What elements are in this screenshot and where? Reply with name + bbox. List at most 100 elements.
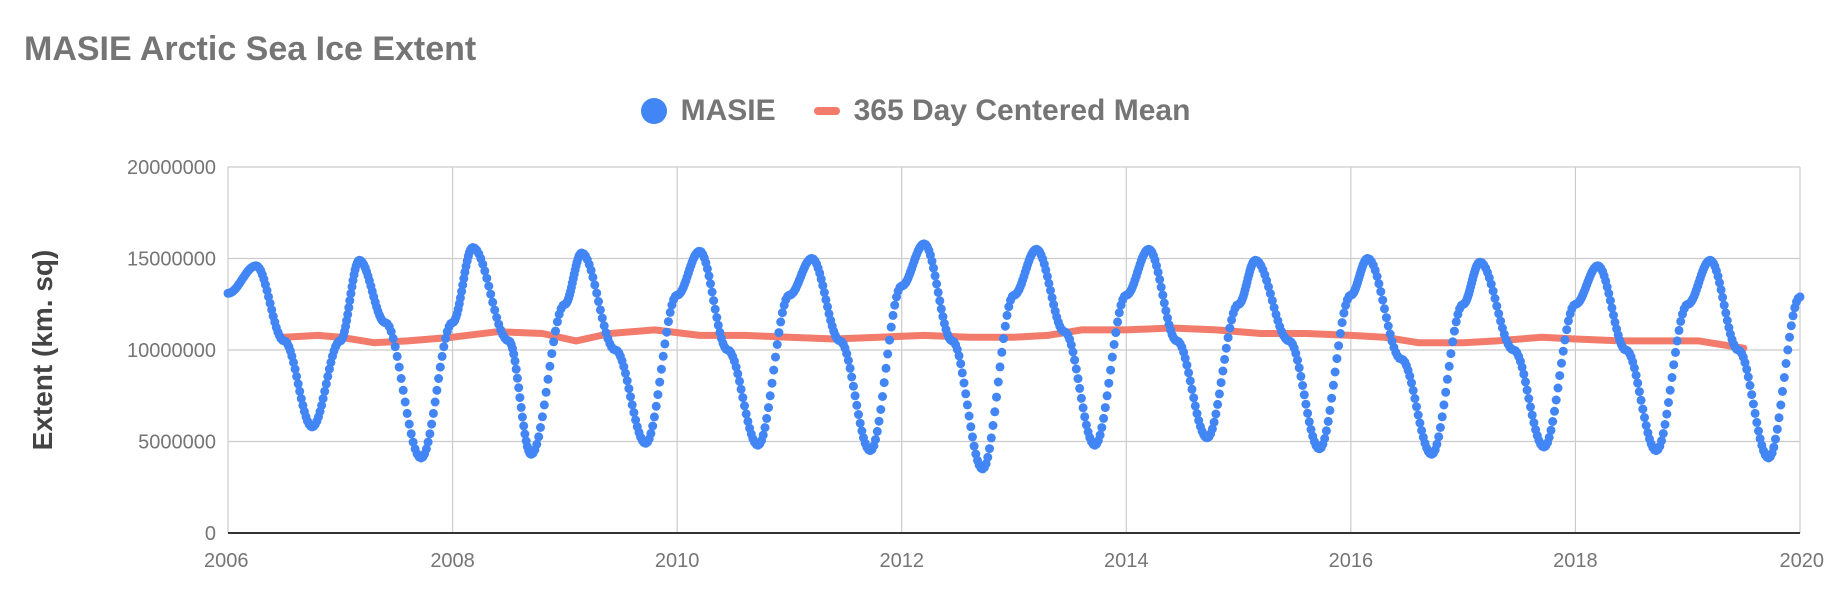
masie-point xyxy=(758,430,768,440)
masie-point xyxy=(655,377,665,387)
masie-point xyxy=(1521,377,1530,387)
masie-point xyxy=(394,362,404,372)
masie-point xyxy=(772,340,782,349)
masie-point xyxy=(1607,303,1617,313)
masie-point xyxy=(1494,309,1504,319)
masie-point xyxy=(760,423,770,433)
masie-point xyxy=(1156,282,1166,292)
masie-point xyxy=(992,392,1001,402)
masie-point xyxy=(627,400,637,410)
masie-point xyxy=(1604,289,1614,298)
masie-point xyxy=(930,271,940,281)
masie-point xyxy=(1563,316,1573,326)
masie-point xyxy=(1671,347,1680,357)
masie-point xyxy=(1376,287,1386,297)
masie-point xyxy=(421,444,431,454)
legend-label-masie: MASIE xyxy=(680,94,776,127)
masie-point xyxy=(968,432,977,442)
masie-point xyxy=(1321,426,1331,436)
masie-point xyxy=(741,409,751,419)
masie-point xyxy=(404,419,414,429)
masie-point xyxy=(1042,271,1052,281)
masie-point xyxy=(885,335,894,345)
masie-point xyxy=(712,313,722,322)
masie-point xyxy=(1328,380,1338,390)
masie-point xyxy=(1633,378,1643,388)
masie-point xyxy=(663,317,673,327)
masie-point xyxy=(1786,321,1796,331)
masie-point xyxy=(1640,413,1649,422)
masie-point xyxy=(855,418,865,428)
masie-point xyxy=(927,256,937,266)
masie-point xyxy=(767,378,777,388)
masie-point xyxy=(1560,335,1570,345)
legend-item-mean[interactable]: 365 Day Centered Mean xyxy=(813,94,1190,128)
masie-point xyxy=(1095,430,1105,440)
masie-point xyxy=(441,333,451,343)
masie-point xyxy=(874,416,884,426)
masie-point xyxy=(890,300,900,310)
masie-point xyxy=(733,369,743,379)
masie-point xyxy=(842,349,852,359)
masie-point xyxy=(1293,355,1302,365)
masie-point xyxy=(961,389,971,399)
masie-point xyxy=(423,437,433,447)
masie-point xyxy=(1743,372,1753,382)
masie-point xyxy=(957,368,967,378)
masie-point xyxy=(402,408,412,418)
masie-point xyxy=(343,309,353,319)
masie-point xyxy=(1657,436,1666,446)
legend-item-masie[interactable]: MASIE xyxy=(640,94,776,128)
masie-point xyxy=(1153,267,1163,277)
legend: MASIE 365 Day Centered Mean xyxy=(0,94,1831,128)
masie-point xyxy=(516,402,526,412)
masie-point xyxy=(439,342,449,352)
masie-point xyxy=(1190,401,1200,411)
masie-point xyxy=(437,351,447,361)
masie-point xyxy=(1553,383,1563,393)
masie-point xyxy=(983,452,993,462)
masie-point xyxy=(1490,294,1500,303)
masie-point xyxy=(1449,326,1459,336)
masie-point xyxy=(1769,442,1779,452)
masie-point xyxy=(969,441,979,451)
masie-point xyxy=(702,264,712,274)
masie-point xyxy=(646,428,656,438)
y-axis-ticks: 0 5000000 10000000 15000000 20000000 xyxy=(127,157,216,545)
x-tick-label: 2008 xyxy=(430,550,475,572)
masie-point xyxy=(1102,391,1112,401)
masie-point xyxy=(704,271,714,281)
masie-point xyxy=(1439,400,1449,410)
masie-point xyxy=(843,356,853,365)
masie-point xyxy=(590,280,600,290)
masie-point xyxy=(595,305,605,315)
masie-point xyxy=(1417,426,1427,435)
y-tick-label: 0 xyxy=(205,523,216,545)
masie-point xyxy=(1159,298,1169,308)
masie-point xyxy=(1187,384,1197,394)
masie-point xyxy=(1182,360,1192,370)
masie-point xyxy=(879,378,889,388)
masie-point xyxy=(777,308,787,318)
masie-point xyxy=(1451,317,1461,327)
masie-point xyxy=(1223,333,1233,343)
masie-point xyxy=(1674,325,1684,335)
masie-point xyxy=(514,383,524,393)
masie-point xyxy=(1444,361,1454,371)
masie-point xyxy=(1745,381,1755,390)
masie-point xyxy=(886,322,896,332)
masie-point xyxy=(1486,279,1496,289)
masie-point xyxy=(1785,332,1794,342)
masie-point xyxy=(543,374,553,384)
masie-point xyxy=(1548,417,1558,426)
masie-point xyxy=(1550,406,1559,416)
masie-point xyxy=(769,365,779,375)
masie-point xyxy=(344,303,354,313)
masie-point xyxy=(482,273,492,283)
masie-point xyxy=(1407,378,1416,388)
masie-point xyxy=(1415,418,1425,428)
masie-point xyxy=(1779,373,1789,382)
masie-point xyxy=(1080,412,1090,422)
masie-point xyxy=(857,426,867,436)
masie-point xyxy=(1795,292,1805,302)
